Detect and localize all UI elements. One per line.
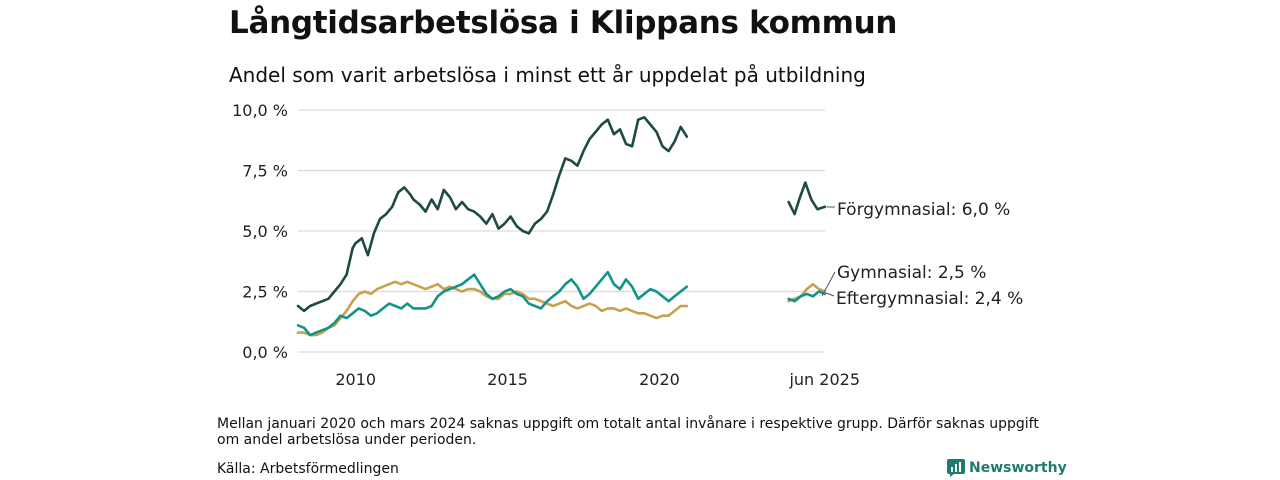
series-end-label: Eftergymnasial: 2,4 % bbox=[836, 289, 1023, 309]
x-tick-label: 2015 bbox=[487, 370, 528, 389]
y-tick-label: 5,0 % bbox=[242, 222, 288, 241]
series-layer bbox=[296, 116, 827, 337]
series-line-förgymnasial bbox=[787, 181, 827, 216]
chart-title: Långtidsarbetslösa i Klippans kommun bbox=[229, 5, 898, 41]
series-line-gymnasial bbox=[296, 280, 689, 337]
series-line-förgymnasial bbox=[296, 116, 689, 313]
series-line-eftergymnasial bbox=[787, 290, 827, 303]
series-end-label: Förgymnasial: 6,0 % bbox=[837, 200, 1010, 220]
y-axis: 0,0 % 2,5 % 5,0 % 7,5 % 10,0 % bbox=[232, 101, 288, 362]
series-line-eftergymnasial bbox=[296, 270, 689, 337]
y-tick-label: 10,0 % bbox=[232, 101, 288, 120]
label-leader-line bbox=[821, 271, 836, 297]
series-end-label: Gymnasial: 2,5 % bbox=[837, 263, 986, 283]
label-leader-line bbox=[825, 292, 835, 297]
series-line-gymnasial bbox=[787, 282, 827, 303]
end-labels: Förgymnasial: 6,0 % Gymnasial: 2,5 % Efter… bbox=[821, 200, 1023, 309]
y-tick-label: 7,5 % bbox=[242, 162, 288, 181]
x-tick-label: 2020 bbox=[639, 370, 680, 389]
chart-subtitle: Andel som varit arbetslösa i minst ett å… bbox=[229, 63, 866, 87]
footnote: Mellan januari 2020 och mars 2024 saknas… bbox=[217, 416, 1039, 448]
y-tick-label: 2,5 % bbox=[242, 283, 288, 302]
brand-name: Newsworthy bbox=[969, 460, 1067, 476]
source-note: Källa: Arbetsförmedlingen bbox=[217, 461, 399, 477]
y-tick-label: 0,0 % bbox=[242, 343, 288, 362]
newsworthy-logo-icon bbox=[947, 459, 965, 477]
brand-logo[interactable]: Newsworthy bbox=[947, 459, 1067, 477]
x-axis: 2010 2015 2020 jun 2025 bbox=[335, 370, 860, 389]
x-tick-label: jun 2025 bbox=[788, 370, 860, 389]
grid bbox=[298, 109, 825, 353]
x-tick-label: 2010 bbox=[335, 370, 376, 389]
